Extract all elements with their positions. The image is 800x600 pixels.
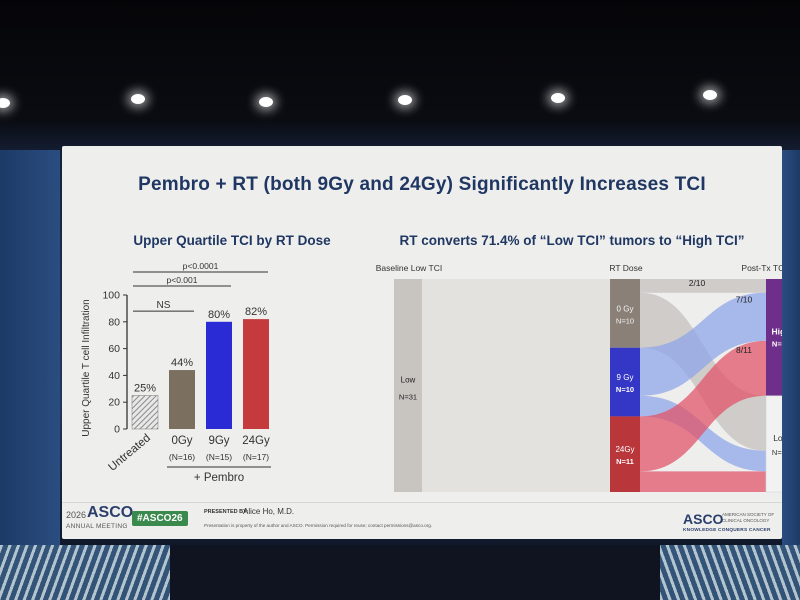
stage-wall-right: [782, 150, 800, 545]
y-tick-label: 60: [108, 343, 120, 355]
bar-value-label: 80%: [208, 309, 230, 321]
bar-axes: 0 20 40 60 80 100: [102, 290, 128, 436]
bar-value-label: 82%: [245, 306, 267, 318]
presentation-slide: Pembro + RT (both 9Gy and 24Gy) Signific…: [62, 146, 782, 539]
node-count-label: N=14: [772, 448, 782, 457]
sankey-node-24gy: [610, 416, 640, 492]
sankey-flow-0gy-to-low: [640, 292, 766, 451]
significance-label: p<0.0001: [183, 261, 219, 271]
node-name-label: 0 Gy: [617, 304, 634, 313]
y-tick-label: 40: [108, 370, 120, 382]
sankey-chart-title: RT converts 71.4% of “Low TCI” tumors to…: [399, 233, 745, 248]
sankey-node-high: [766, 279, 782, 396]
sankey-node-9gy: [610, 347, 640, 417]
asco-tagline: KNOWLEDGE CONQUERS CANCER: [683, 528, 771, 533]
sankey-node-baseline-low: [394, 279, 422, 492]
sankey-node-low-post: [765, 395, 782, 493]
bar-0gy: [169, 370, 195, 429]
pembro-group-label: + Pembro: [194, 472, 244, 484]
category-label: 9Gy: [208, 435, 229, 447]
ceiling-light: [259, 97, 273, 107]
significance-label: p<0.001: [167, 275, 198, 285]
y-tick-label: 20: [108, 397, 120, 409]
category-n-label: (N=15): [206, 452, 232, 462]
category-n-label: (N=16): [169, 452, 195, 462]
node-count-label: N=10: [616, 385, 634, 394]
node-name-label: High: [772, 326, 782, 336]
slide-title: Pembro + RT (both 9Gy and 24Gy) Signific…: [138, 174, 706, 195]
y-axis-label: Upper Quartile T cell Infiltration: [81, 299, 92, 436]
bar-marks: 25% 44% 80% 82% Untreated 0Gy (N=16) 9Gy (N=15) 2…: [107, 261, 271, 484]
node-name-label: 24Gy: [615, 445, 634, 454]
node-count-label: N=17: [772, 339, 782, 348]
stage-floor: [170, 545, 660, 600]
asco-logo-right: ASCO: [683, 511, 724, 527]
node-name-label: Low: [773, 433, 782, 443]
asco-society-name: AMERICAN SOCIETY OF CLINICAL ONCOLOGY: [722, 512, 775, 523]
sankey-column-header: RT Dose: [609, 263, 643, 273]
sankey-flow-9gy-to-high: [640, 292, 766, 396]
ceiling-light: [398, 95, 412, 105]
footer-divider: [62, 502, 782, 503]
sankey-flow-baseline-to-dose: [422, 347, 610, 417]
copyright-disclaimer: Presentation is property of the author a…: [204, 523, 433, 528]
node-count-label: N=31: [399, 393, 417, 402]
sankey-column-header: Post-Tx TCI: [741, 263, 782, 273]
sankey-nodes: [394, 279, 782, 493]
sankey-flows: [422, 279, 766, 492]
stage-floor-lights-left: [0, 545, 170, 600]
sankey-flow-label: 7/10: [736, 295, 753, 305]
asco-logo: ASCO: [87, 504, 134, 521]
bar-chart-title: Upper Quartile TCI by RT Dose: [133, 233, 331, 248]
sankey-flow-24gy-to-high: [640, 340, 766, 472]
sankey-flow-label: 2/10: [689, 278, 706, 288]
bar-untreated: [131, 395, 159, 430]
annual-meeting-label: ANNUAL MEETING: [66, 523, 128, 530]
sankey-column-header: Baseline Low TCI: [376, 263, 442, 273]
node-count-label: N=10: [616, 316, 634, 325]
category-label: 0Gy: [171, 435, 192, 447]
bar-value-label: 25%: [134, 383, 156, 395]
presenter-name: Alice Ho, M.D.: [243, 507, 295, 516]
sankey-labels: Baseline Low TCI RT Dose Post-Tx TCI 2/10 7/…: [376, 263, 782, 466]
stage-wall-left: [0, 150, 60, 545]
hashtag-badge: #ASCO26: [132, 511, 188, 526]
ceiling-light: [551, 93, 565, 103]
sankey-flow-24gy-to-low: [640, 471, 766, 492]
presented-by-label: PRESENTED BY:: [204, 509, 249, 515]
ceiling-light: [0, 98, 10, 108]
sankey-chart: Baseline Low TCI RT Dose Post-Tx TCI 2/10 7/…: [376, 263, 782, 493]
ceiling-light: [131, 94, 145, 104]
y-tick-label: 100: [102, 290, 120, 302]
y-tick-label: 80: [108, 316, 120, 328]
category-label: 24Gy: [242, 435, 270, 447]
sankey-flow-baseline-to-dose: [422, 416, 610, 492]
bar-24gy: [243, 319, 269, 429]
bar-chart: Upper Quartile T cell Infiltration 0 20 40…: [81, 261, 271, 484]
node-name-label: Low: [401, 376, 416, 385]
sankey-node-0gy: [610, 279, 640, 348]
sankey-flow-baseline-to-dose: [422, 279, 610, 348]
y-tick-label: 0: [114, 424, 120, 436]
node-name-label: 9 Gy: [617, 373, 634, 382]
bar-value-label: 44%: [171, 357, 193, 369]
ceiling-light: [703, 90, 717, 100]
category-label-untreated: Untreated: [107, 432, 153, 474]
bar-9gy: [206, 321, 232, 429]
significance-label: NS: [157, 300, 171, 311]
category-n-label: (N=17): [243, 452, 269, 462]
sankey-flow-label: 8/11: [736, 345, 752, 355]
sankey-flow-0gy-to-high: [640, 279, 766, 293]
stage-floor-lights-right: [660, 545, 800, 600]
meeting-year: 2026: [66, 510, 87, 520]
node-count-label: N=11: [616, 457, 634, 466]
